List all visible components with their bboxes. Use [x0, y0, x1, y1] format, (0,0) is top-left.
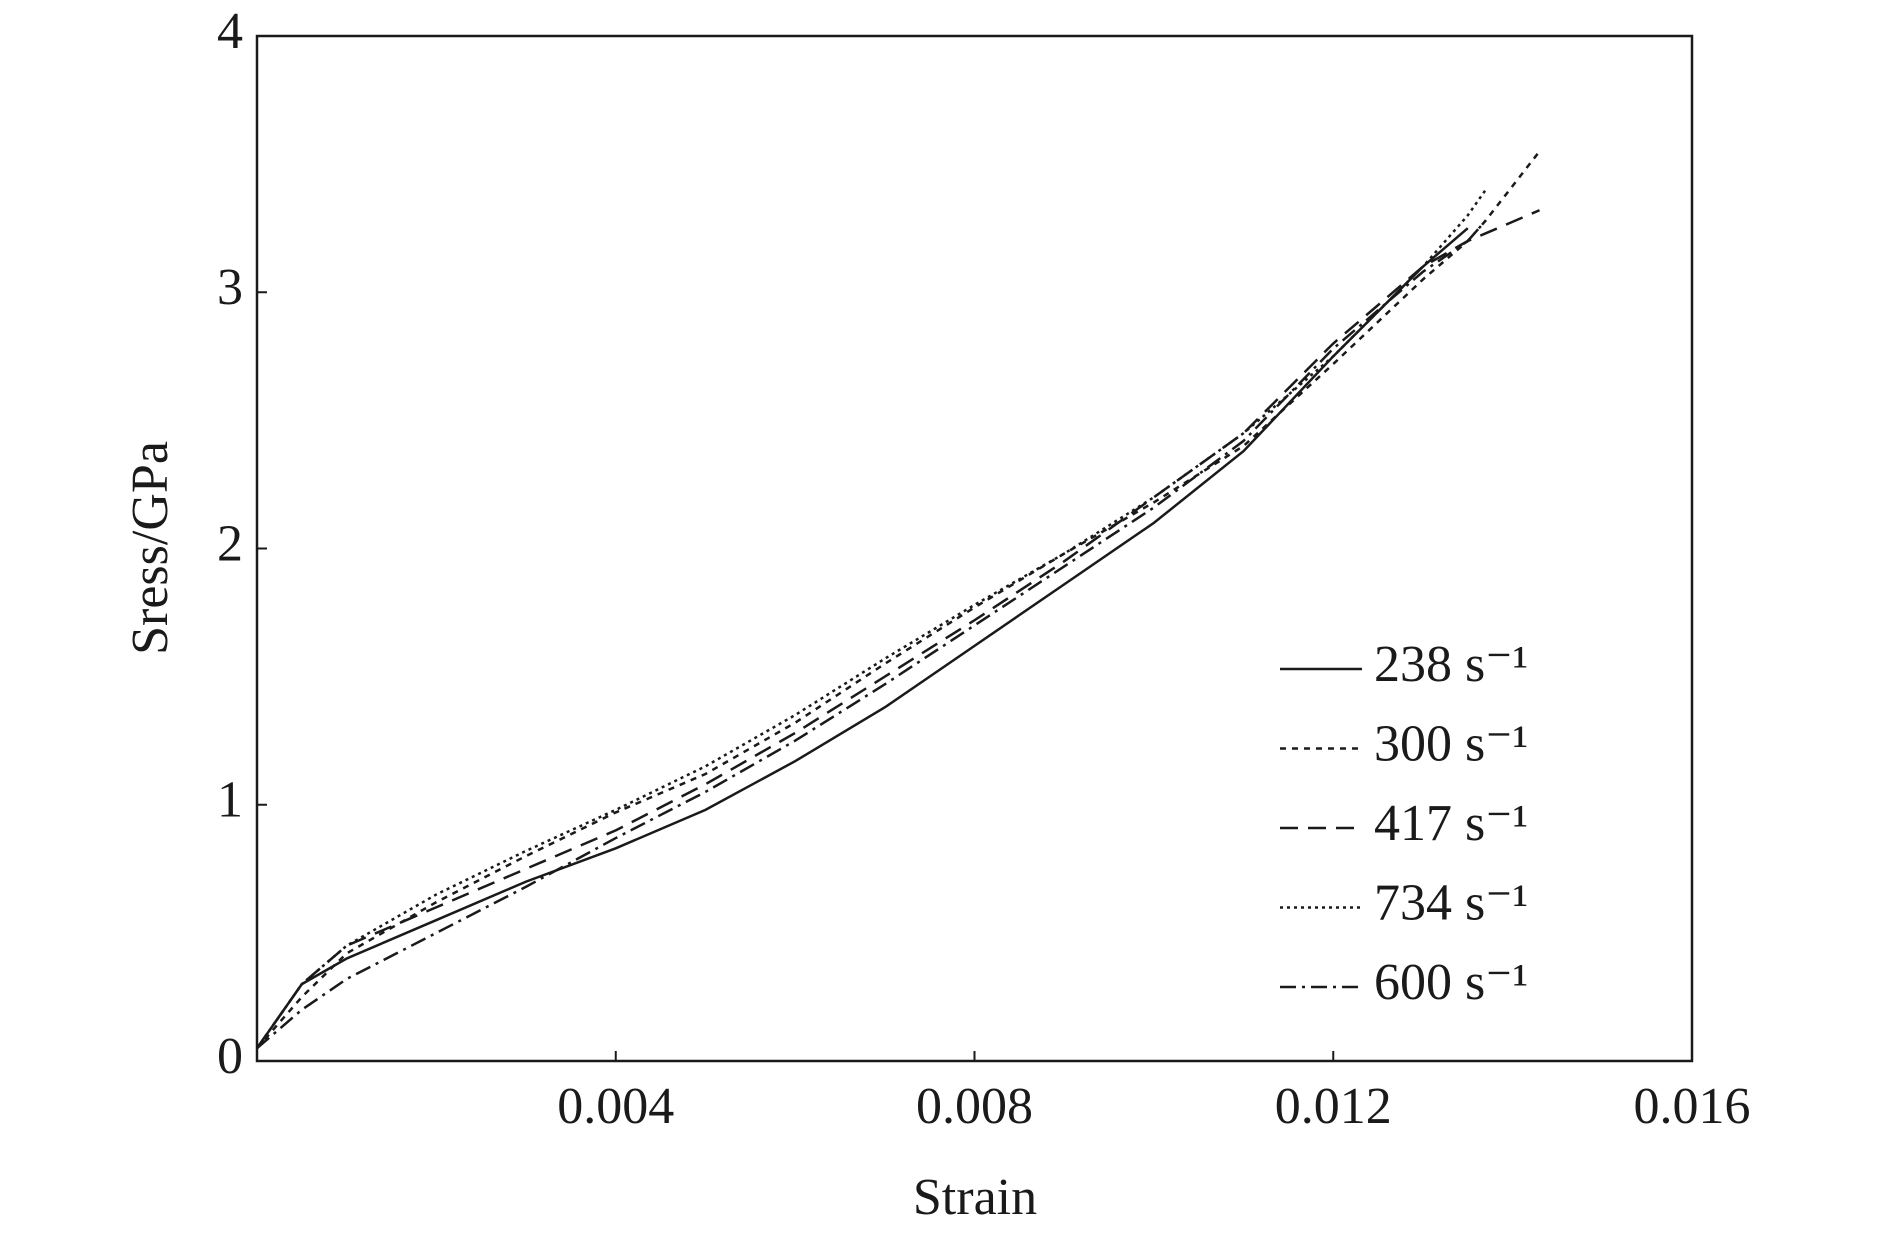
y-tick-label: 0	[217, 1028, 243, 1085]
legend-label: 417 s⁻¹	[1374, 795, 1528, 852]
series-line	[255, 227, 1469, 1049]
y-tick-label: 1	[217, 772, 243, 829]
series-line	[255, 209, 1541, 1049]
series-line	[255, 189, 1487, 1049]
x-tick-label: 0.004	[557, 1078, 674, 1135]
legend-label: 300 s⁻¹	[1374, 715, 1528, 772]
y-tick-label: 2	[217, 515, 243, 572]
x-tick-label: 0.012	[1275, 1078, 1392, 1135]
x-axis-label: Strain	[913, 1169, 1037, 1226]
legend-label: 600 s⁻¹	[1374, 954, 1528, 1011]
series-line	[256, 219, 1487, 1050]
x-tick-label: 0.016	[1634, 1078, 1751, 1135]
y-axis-label: Sress/GPa	[122, 441, 179, 655]
legend-label: 734 s⁻¹	[1374, 874, 1528, 931]
series-line	[256, 150, 1541, 1050]
y-tick-label: 4	[217, 3, 243, 60]
y-tick-label: 3	[217, 259, 243, 316]
x-tick-label: 0.008	[916, 1078, 1033, 1135]
legend-label: 238 s⁻¹	[1374, 636, 1528, 693]
